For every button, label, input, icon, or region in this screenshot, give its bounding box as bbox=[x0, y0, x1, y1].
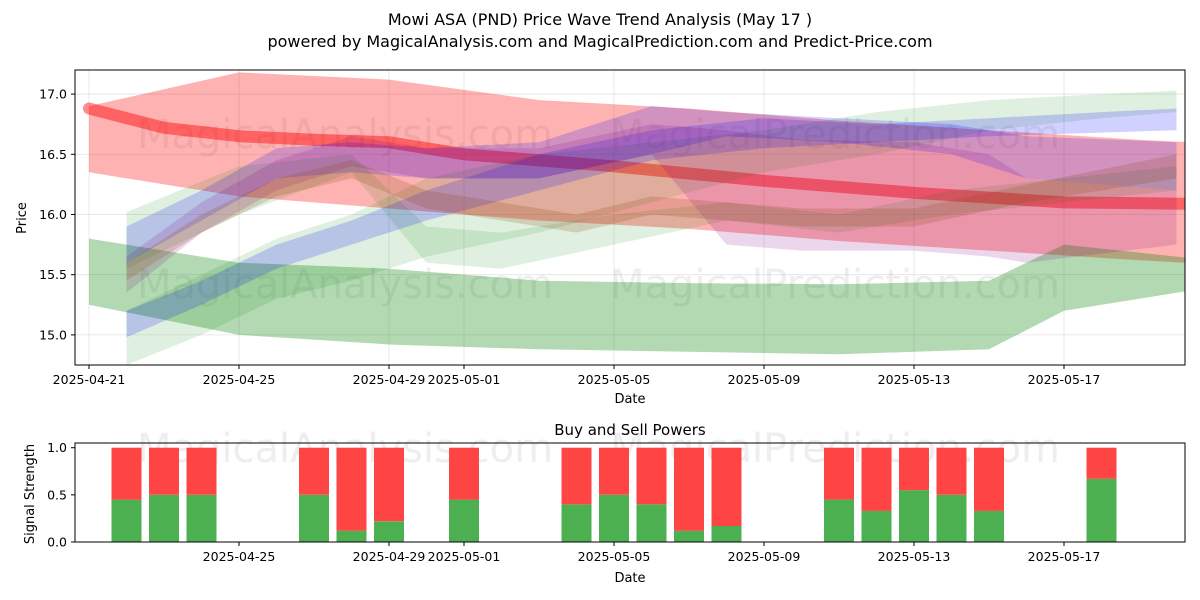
bottom-x-tick-label: 2025-05-13 bbox=[878, 549, 951, 564]
top-x-axis-label: Date bbox=[614, 392, 645, 407]
buy-bar bbox=[974, 510, 1004, 542]
sell-bar bbox=[636, 447, 667, 505]
buy-bar bbox=[636, 504, 667, 542]
top-x-tick-label: 2025-05-01 bbox=[428, 372, 501, 387]
bottom-x-tick-label: 2025-04-25 bbox=[203, 549, 276, 564]
buy-sell-bars bbox=[111, 447, 1117, 542]
bottom-x-tick-label: 2025-05-09 bbox=[728, 549, 801, 564]
buy-bar bbox=[561, 504, 592, 542]
top-y-axis-label: Price bbox=[15, 202, 30, 234]
buy-bar bbox=[936, 494, 967, 542]
watermark-text: MagicalPrediction.com bbox=[610, 262, 1060, 308]
top-y-tick-label: 15.0 bbox=[39, 327, 67, 342]
bottom-x-axis-label: Date bbox=[614, 571, 645, 586]
buy-bar bbox=[711, 526, 742, 542]
sell-bar bbox=[824, 447, 854, 500]
sell-bar bbox=[861, 447, 892, 511]
sell-bar bbox=[599, 447, 629, 495]
bottom-x-tick-label: 2025-05-17 bbox=[1028, 549, 1101, 564]
sell-bar bbox=[336, 447, 367, 531]
buy-bar bbox=[861, 510, 892, 542]
wave-band-5 bbox=[126, 108, 1177, 338]
bottom-y-axis-label: Signal Strength bbox=[23, 444, 38, 544]
buy-bar bbox=[1086, 478, 1117, 542]
buy-bar bbox=[449, 499, 479, 542]
sell-bar bbox=[149, 447, 179, 495]
buy-bar bbox=[186, 494, 217, 542]
sell-bar bbox=[1086, 447, 1117, 479]
price-wave-panel: MagicalAnalysis.com MagicalPrediction.com… bbox=[39, 69, 1186, 387]
top-x-tick-label: 2025-05-13 bbox=[878, 372, 951, 387]
wave-band-0 bbox=[89, 72, 1185, 263]
buy-bar bbox=[149, 494, 179, 542]
bottom-x-tick-label: 2025-04-29 bbox=[353, 549, 426, 564]
buy-bar bbox=[336, 530, 367, 542]
buy-bar bbox=[111, 499, 142, 542]
bottom-chart-title: Buy and Sell Powers bbox=[554, 421, 706, 439]
sell-bar bbox=[186, 447, 217, 495]
wave-band-8 bbox=[126, 154, 1177, 281]
watermark-text: MagicalPrediction.com bbox=[610, 112, 1060, 158]
top-y-tick-label: 15.5 bbox=[39, 267, 67, 282]
sell-bar bbox=[974, 447, 1004, 511]
bottom-x-tick-label: 2025-05-01 bbox=[428, 549, 501, 564]
buy-bar bbox=[599, 494, 629, 542]
buy-bar bbox=[824, 499, 854, 542]
top-x-tick-label: 2025-05-05 bbox=[578, 372, 651, 387]
wave-band-7 bbox=[126, 124, 1177, 293]
wave-band-4 bbox=[126, 90, 1177, 365]
buy-bar bbox=[374, 521, 404, 542]
main-chart-subtitle: powered by MagicalAnalysis.com and Magic… bbox=[267, 32, 932, 51]
price-wave-series bbox=[83, 72, 1185, 365]
wave-band-3 bbox=[126, 154, 1177, 269]
top-x-tick-label: 2025-04-21 bbox=[53, 372, 126, 387]
buy-sell-panel: MagicalAnalysis.comMagicalPrediction.com… bbox=[47, 426, 1186, 564]
trend-line bbox=[83, 102, 1185, 210]
sell-bar bbox=[936, 447, 967, 495]
sell-bar bbox=[449, 447, 479, 500]
buy-bar bbox=[899, 490, 929, 542]
top-y-tick-label: 16.0 bbox=[39, 207, 67, 222]
bottom-y-tick-label: 0.5 bbox=[47, 487, 67, 502]
sell-bar bbox=[674, 447, 704, 531]
bottom-plot-frame bbox=[74, 442, 1186, 543]
watermark-text: MagicalAnalysis.com bbox=[137, 112, 553, 158]
buy-bar bbox=[674, 530, 704, 542]
main-chart-title: Mowi ASA (PND) Price Wave Trend Analysis… bbox=[388, 10, 812, 29]
top-watermarks: MagicalAnalysis.com MagicalPrediction.com… bbox=[137, 112, 1060, 308]
top-plot-frame bbox=[74, 69, 1186, 366]
bottom-y-tick-label: 0.0 bbox=[47, 535, 67, 550]
sell-bar bbox=[561, 447, 592, 505]
top-x-tick-label: 2025-05-09 bbox=[728, 372, 801, 387]
sell-bar bbox=[111, 447, 142, 500]
bottom-y-tick-label: 1.0 bbox=[47, 440, 67, 455]
top-x-tick-label: 2025-04-29 bbox=[353, 372, 426, 387]
buy-bar bbox=[299, 494, 329, 542]
wave-band-6 bbox=[126, 106, 1177, 263]
top-y-tick-label: 16.5 bbox=[39, 147, 67, 162]
top-x-tick-label: 2025-04-25 bbox=[203, 372, 276, 387]
sell-bar bbox=[299, 447, 329, 495]
top-x-tick-label: 2025-05-17 bbox=[1028, 372, 1101, 387]
watermark-text: MagicalAnalysis.com bbox=[137, 262, 553, 308]
sell-bar bbox=[899, 447, 929, 491]
wave-band-2 bbox=[89, 238, 1185, 355]
sell-bar bbox=[711, 447, 742, 526]
sell-bar bbox=[374, 447, 404, 522]
top-y-tick-label: 17.0 bbox=[39, 87, 67, 102]
bottom-x-tick-label: 2025-05-05 bbox=[578, 549, 651, 564]
